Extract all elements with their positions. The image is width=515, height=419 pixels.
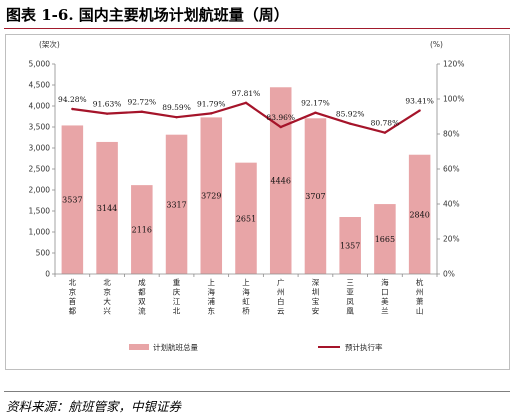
bar-value-label: 2840 <box>409 210 429 219</box>
chart-frame <box>5 34 510 370</box>
bar <box>96 141 118 274</box>
bar-value-label: 3317 <box>166 200 186 209</box>
bar <box>374 204 396 274</box>
line-value-label: 83.96% <box>266 113 295 122</box>
right-axis-unit: (%) <box>430 40 443 49</box>
source-note: 资料来源：航班管家，中银证券 <box>6 399 182 414</box>
left-tick-label: 4,000 <box>29 102 51 111</box>
line-point <box>71 107 74 111</box>
line-value-label: 91.63% <box>93 100 122 109</box>
line-point <box>383 131 387 134</box>
line-point <box>175 116 178 119</box>
category-label: 北京首都 <box>69 278 77 316</box>
line-point <box>279 125 282 129</box>
left-tick-label: 1,500 <box>29 207 51 216</box>
legend-line-label: 预计执行率 <box>345 342 383 352</box>
left-tick-label: 1,000 <box>29 228 51 237</box>
bar <box>165 134 188 274</box>
line-value-label: 89.59% <box>162 103 191 112</box>
bar <box>408 154 431 274</box>
bar-value-label: 1665 <box>375 235 395 244</box>
bar <box>269 87 292 274</box>
bar <box>200 117 223 274</box>
left-tick-label: 500 <box>36 249 51 258</box>
line-point <box>210 112 213 115</box>
bar-value-label: 3144 <box>97 204 117 213</box>
left-tick-label: 0 <box>45 270 50 279</box>
bar-value-label: 3537 <box>62 196 82 205</box>
category-label: 海口美兰 <box>381 277 389 316</box>
right-tick-label: 80% <box>443 130 460 139</box>
line-point <box>314 111 317 114</box>
line-value-label: 92.17% <box>301 99 330 108</box>
line-value-label: 85.92% <box>336 110 365 119</box>
title-rule <box>4 28 510 29</box>
left-tick-label: 3,500 <box>29 123 51 132</box>
bar <box>304 118 327 274</box>
line-value-label: 94.28% <box>58 95 87 104</box>
bar-value-label: 3707 <box>305 192 325 201</box>
left-axis-unit: (架次) <box>39 39 60 49</box>
left-tick-label: 4,500 <box>29 81 51 90</box>
line-point <box>418 109 421 112</box>
left-tick-label: 5,000 <box>29 60 51 69</box>
category-label: 杭州萧山 <box>416 277 424 316</box>
left-tick-label: 3,000 <box>29 144 51 153</box>
bar <box>339 217 361 274</box>
right-tick-label: 20% <box>443 235 460 244</box>
category-label: 上海虹桥 <box>242 278 250 316</box>
line-value-label: 91.79% <box>197 99 226 108</box>
line-value-label: 92.72% <box>128 98 157 107</box>
category-label: 三亚凤凰 <box>346 278 354 316</box>
right-tick-label: 60% <box>443 165 460 174</box>
figure-title: 图表 1-6. 国内主要机场计划航班量（周） <box>6 6 289 24</box>
bar <box>235 162 257 274</box>
bar <box>131 185 153 274</box>
line-point <box>105 112 109 115</box>
bar-value-label: 3729 <box>201 192 221 201</box>
line-value-label: 97.81% <box>232 89 261 98</box>
bar-value-label: 1357 <box>340 242 360 251</box>
category-label: 深圳宝安 <box>312 278 320 316</box>
bar-value-label: 2651 <box>236 214 256 223</box>
bar-value-label: 4446 <box>271 177 291 186</box>
execution-rate-line <box>72 101 421 134</box>
bar <box>61 125 84 274</box>
source-rule <box>4 391 510 392</box>
line-point <box>244 101 248 105</box>
left-tick-label: 2,500 <box>29 165 51 174</box>
line-value-label: 93.41% <box>405 97 434 106</box>
right-tick-label: 100% <box>443 95 464 104</box>
category-label: 成都双流 <box>138 277 146 316</box>
line-point <box>140 110 144 113</box>
category-label: 重庆江北 <box>173 278 181 316</box>
legend-bar-swatch <box>129 344 149 350</box>
right-tick-label: 0% <box>443 270 455 279</box>
category-label: 上海浦东 <box>208 278 216 316</box>
right-tick-label: 120% <box>443 60 464 69</box>
category-label: 北京大兴 <box>103 278 111 316</box>
category-label: 广州白云 <box>277 277 285 316</box>
line-point <box>348 122 352 125</box>
right-tick-label: 40% <box>443 200 460 209</box>
left-tick-label: 2,000 <box>29 186 51 195</box>
legend-bar-label: 计划航班总量 <box>153 342 198 352</box>
bar-value-label: 2116 <box>132 226 152 235</box>
line-value-label: 80.78% <box>371 119 400 128</box>
